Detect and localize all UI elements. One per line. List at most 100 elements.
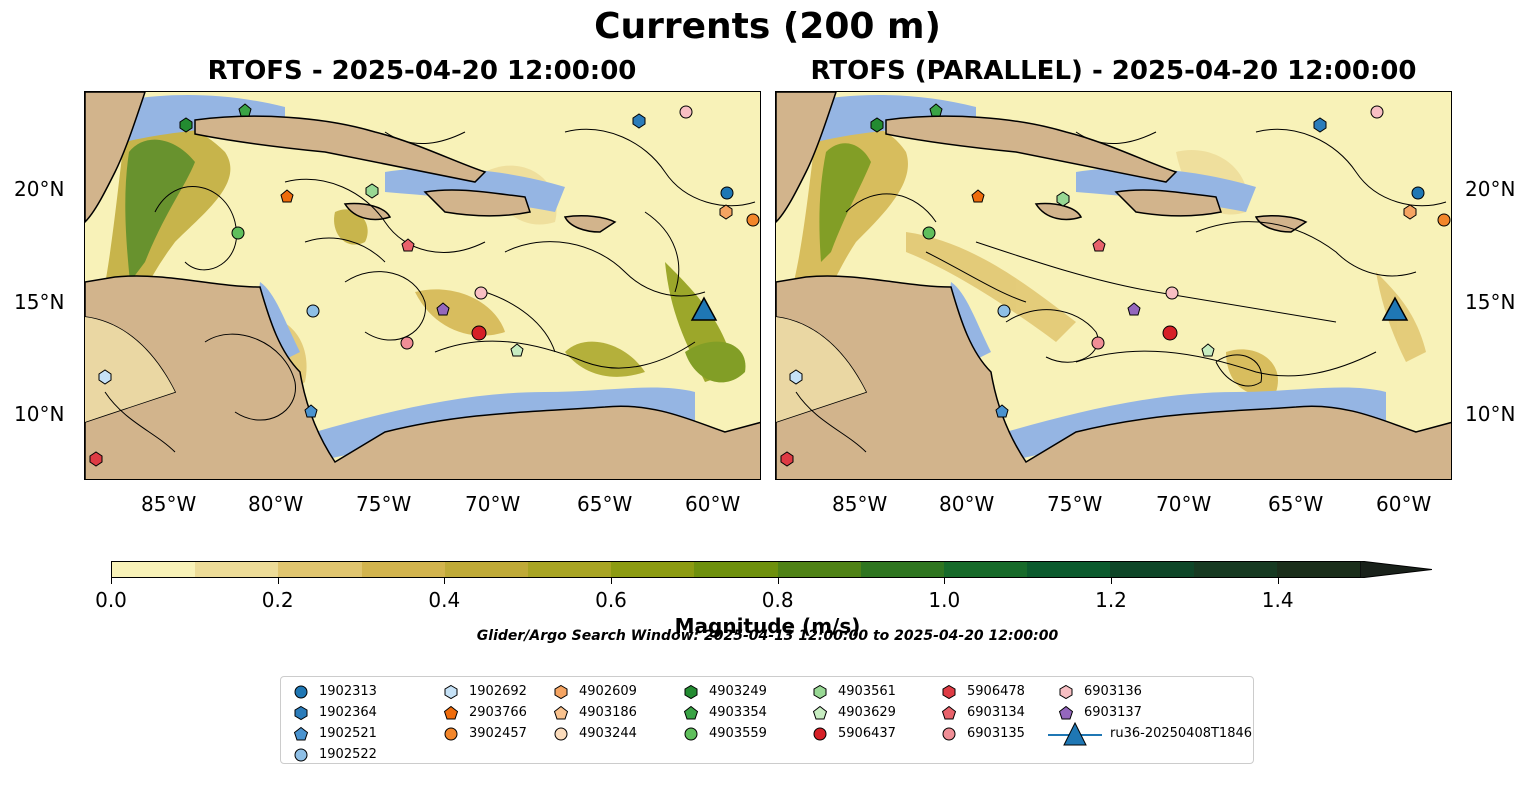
- hexagon-marker-icon: [813, 684, 827, 699]
- legend-label: 6903136: [1084, 684, 1142, 699]
- legend-entry: 4903249: [683, 681, 767, 702]
- legend-entry: 5906437: [812, 723, 896, 744]
- colorbar-tick-mark: [111, 578, 112, 584]
- pentagon-marker-icon: [293, 726, 309, 740]
- colorbar-segment: [112, 562, 196, 577]
- colorbar-segment: [860, 562, 945, 577]
- lon-tick-label: 70°W: [465, 492, 521, 516]
- colorbar-segment: [944, 562, 1028, 577]
- legend-entry: 6903134: [941, 702, 1025, 723]
- legend-label: 5906437: [838, 726, 896, 741]
- lat-tick-label: 10°N: [14, 402, 65, 426]
- lat-tick-label: 15°N: [14, 290, 65, 314]
- colorbar-tick-label: 0.6: [595, 588, 627, 612]
- lon-tick-label: 60°W: [685, 492, 741, 516]
- colorbar-tick-mark: [1277, 578, 1279, 584]
- figure-title: Currents (200 m): [594, 6, 941, 47]
- legend-entry: 4903561: [812, 681, 896, 702]
- colorbar-segment: [694, 562, 778, 577]
- lon-tick-label: 65°W: [577, 492, 633, 516]
- legend-column: 5906478 6903134 6903135: [941, 681, 1025, 744]
- colorbar-segment: [278, 562, 362, 577]
- colorbar: [111, 561, 1432, 581]
- legend-entry: 1902692: [443, 681, 527, 702]
- circle-marker-icon: [294, 685, 308, 698]
- pentagon-marker-icon: [941, 705, 957, 719]
- map-panel-rtofs: [84, 91, 761, 480]
- legend-label: 4903561: [838, 684, 896, 699]
- colorbar-extend-arrow: [1360, 561, 1432, 578]
- legend-entry: 6903136: [1058, 681, 1252, 702]
- colorbar-gradient: [111, 561, 1361, 578]
- lat-tick-label: 20°N: [14, 177, 65, 201]
- colorbar-tick-label: 0.8: [761, 588, 794, 612]
- lon-tick-label: 80°W: [939, 492, 995, 516]
- legend-entry: 5906478: [941, 681, 1025, 702]
- colorbar-tick-mark: [944, 578, 946, 584]
- pentagon-marker-icon: [683, 705, 699, 719]
- legend-entry: 1902313: [293, 681, 377, 702]
- legend-label: 2903766: [469, 705, 527, 720]
- colorbar-segment: [1110, 562, 1194, 577]
- circle-marker-icon: [942, 727, 956, 740]
- panel-title-rtofs: RTOFS - 2025-04-20 12:00:00: [207, 56, 637, 86]
- legend-label: 1902313: [319, 684, 377, 699]
- legend-label: 3902457: [469, 726, 527, 741]
- legend-entry: 4903559: [683, 723, 767, 744]
- legend-label: 6903134: [967, 705, 1025, 720]
- legend-label: 6903135: [967, 726, 1025, 741]
- pentagon-marker-icon: [443, 705, 459, 719]
- legend-label: 4903629: [838, 705, 896, 720]
- colorbar-segment: [1193, 562, 1277, 577]
- legend-entry: 6903137: [1058, 702, 1252, 723]
- panel-title-rtofs-parallel: RTOFS (PARALLEL) - 2025-04-20 12:00:00: [810, 56, 1417, 86]
- lon-tick-label: 75°W: [356, 492, 412, 516]
- colorbar-tick-mark: [611, 578, 612, 584]
- legend-entry: ru36-20250408T1846: [1048, 721, 1252, 745]
- legend-column: 4903249 4903354 4903559: [683, 681, 767, 744]
- circle-marker-icon: [294, 748, 308, 761]
- pentagon-marker-icon: [1058, 705, 1074, 719]
- hexagon-marker-icon: [444, 684, 458, 699]
- legend-column: 1902692 2903766 3902457: [443, 681, 527, 744]
- legend-entry: 3902457: [443, 723, 527, 744]
- circle-marker-icon: [444, 727, 458, 740]
- legend-label: 1902364: [319, 705, 377, 720]
- legend-entry: 6903135: [941, 723, 1025, 744]
- legend-label: 4903559: [709, 726, 767, 741]
- legend-label: 4903186: [579, 705, 637, 720]
- colorbar-segment: [528, 562, 612, 577]
- legend-column: 4902609 4903186 4903244: [553, 681, 637, 744]
- lat-tick-label: 10°N: [1465, 402, 1516, 426]
- colorbar-tick-label: 0.0: [95, 588, 127, 612]
- lon-tick-label: 65°W: [1268, 492, 1324, 516]
- lon-tick-label: 70°W: [1156, 492, 1212, 516]
- legend-label: 6903137: [1084, 705, 1142, 720]
- legend-entry: 4903186: [553, 702, 637, 723]
- legend-label: 4903244: [579, 726, 637, 741]
- colorbar-tick-label: 0.4: [428, 588, 461, 612]
- colorbar-tick-mark: [777, 578, 779, 584]
- circle-marker-icon: [554, 727, 568, 740]
- lon-tick-label: 85°W: [141, 492, 197, 516]
- colorbar-segment: [195, 562, 279, 577]
- lon-tick-label: 60°W: [1376, 492, 1432, 516]
- lon-tick-label: 85°W: [832, 492, 888, 516]
- colorbar-tick-label: 1.4: [1261, 588, 1294, 612]
- legend-entry: 4903629: [812, 702, 896, 723]
- colorbar-label: Magnitude (m/s): [674, 614, 861, 638]
- pentagon-marker-icon: [812, 705, 828, 719]
- map-svg-rtofs-parallel: [776, 92, 1451, 479]
- legend-entry: 4903244: [553, 723, 637, 744]
- colorbar-tick-mark: [1111, 578, 1112, 584]
- legend: 1902313 1902364 1902521 1902522 1902692 29037…: [280, 676, 1254, 764]
- colorbar-tick-label: 0.2: [261, 588, 294, 612]
- legend-label: 5906478: [967, 684, 1025, 699]
- legend-label: 4903249: [709, 684, 767, 699]
- colorbar-tick-label: 1.2: [1095, 588, 1127, 612]
- circle-marker-icon: [684, 727, 698, 740]
- hexagon-marker-icon: [684, 684, 698, 699]
- legend-label: 4902609: [579, 684, 637, 699]
- legend-column: 6903136 6903137 ru36-20250408T1846: [1048, 681, 1252, 745]
- hexagon-marker-icon: [942, 684, 956, 699]
